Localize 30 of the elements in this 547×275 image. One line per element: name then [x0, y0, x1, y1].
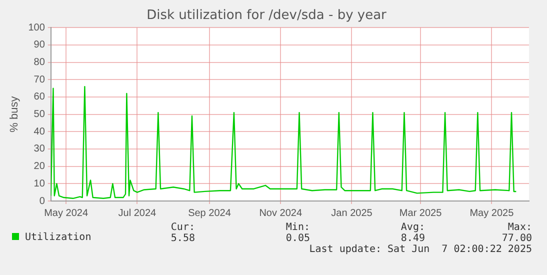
- y-tick-label: 20: [34, 161, 46, 172]
- y-tick-label: 80: [34, 57, 46, 68]
- x-tick-label: Sep 2024: [188, 208, 232, 219]
- y-tick-label: 30: [34, 144, 46, 155]
- y-tick-label: 10: [34, 178, 46, 190]
- x-tick-label: May 2025: [470, 208, 514, 219]
- y-tick-label: 60: [34, 92, 46, 103]
- x-tick-label: Mar 2025: [399, 208, 442, 219]
- text: Avg:: [400, 222, 425, 233]
- text: Cur:: [170, 222, 195, 233]
- x-tick-label: Nov 2024: [259, 208, 302, 219]
- x-tick-label: Jul 2024: [118, 208, 157, 219]
- x-tick-label: May 2024: [44, 208, 88, 219]
- chart-title: Disk utilization for /dev/sda - by year: [146, 8, 388, 24]
- y-tick-label: 90: [34, 40, 46, 51]
- y-tick-label: 50: [34, 109, 46, 120]
- text: 77.00: [502, 233, 532, 244]
- text: 8.49: [400, 233, 425, 244]
- text: Min:: [286, 222, 310, 233]
- y-tick-label: 70: [34, 74, 46, 86]
- text: 0.05: [286, 233, 310, 244]
- text: Last update: Sat Jun 7 02:00:22 2025: [309, 244, 532, 255]
- legend-label: Utilization: [24, 232, 92, 243]
- y-axis-title: % busy: [8, 96, 21, 132]
- y-tick-label: 100: [28, 22, 46, 34]
- x-tick-label: Jan 2025: [331, 208, 373, 219]
- y-tick-label: 0: [39, 196, 46, 207]
- text: Max:: [508, 222, 532, 233]
- y-tick-label: 40: [34, 126, 46, 138]
- text: 5.58: [170, 233, 195, 244]
